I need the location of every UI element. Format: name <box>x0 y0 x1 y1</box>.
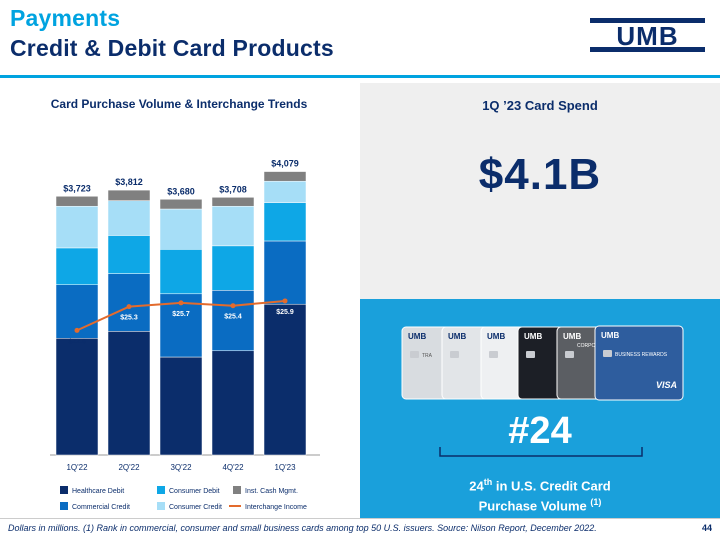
card-chip-1 <box>450 351 459 358</box>
bar-consumer-credit-2 <box>159 208 203 250</box>
total-label-3: $3,708 <box>219 184 247 194</box>
bar-inst-cash-mgmt--3 <box>211 197 255 207</box>
bar-consumer-debit-4 <box>263 202 307 242</box>
interchange-label-0: $22.8 <box>68 338 86 345</box>
legend-label-4: Consumer Credit <box>169 504 222 511</box>
card-brand-2: UMB <box>487 332 505 341</box>
category-label-2: 3Q'22 <box>170 463 192 472</box>
chart-title: Card Purchase Volume & Interchange Trend… <box>50 97 308 111</box>
interchange-label-2: $25.7 <box>172 311 190 318</box>
bar-commercial-credit-4 <box>263 240 307 305</box>
umb-logo: UMB <box>590 18 705 52</box>
legend-label-5: Interchange Income <box>245 504 307 511</box>
bar-commercial-credit-1 <box>107 273 151 332</box>
footer-divider <box>0 518 720 519</box>
legend-swatch-2 <box>233 486 241 494</box>
legend-swatch-3 <box>60 502 68 510</box>
bar-inst-cash-mgmt--4 <box>263 171 307 182</box>
category-label-1: 2Q'22 <box>118 463 140 472</box>
card-brand-3: UMB <box>524 332 542 341</box>
rank-desc-suffix: th <box>483 477 493 487</box>
interchange-label-4: $25.9 <box>276 309 294 316</box>
bar-inst-cash-mgmt--1 <box>107 189 151 201</box>
card-text-0: TRA <box>422 353 433 359</box>
category-label-3: 4Q'22 <box>222 463 244 472</box>
bar-inst-cash-mgmt--0 <box>55 196 99 207</box>
rank-description: 24th in U.S. Credit Card Purchase Volume… <box>360 474 720 515</box>
total-label-1: $3,812 <box>115 177 143 187</box>
rank-desc-footnote-ref: (1) <box>590 497 602 508</box>
bar-consumer-debit-0 <box>55 247 99 286</box>
card-chip-5 <box>603 350 612 357</box>
bar-consumer-credit-3 <box>211 205 255 247</box>
interchange-point-4 <box>282 298 288 304</box>
bar-healthcare-debit-0 <box>55 338 99 456</box>
interchange-point-1 <box>126 304 132 310</box>
interchange-label-1: $25.3 <box>120 315 138 322</box>
total-label-2: $3,680 <box>167 186 195 196</box>
category-label-4: 1Q'23 <box>274 463 296 472</box>
card-text-4: CORPORA <box>577 343 603 349</box>
interchange-label-3: $25.4 <box>224 314 242 321</box>
header-divider <box>0 75 720 78</box>
card-brand-5: UMB <box>601 331 619 340</box>
card-chip-0 <box>410 351 419 358</box>
legend-label-1: Consumer Debit <box>169 488 220 495</box>
rank-desc-num: 24 <box>469 478 484 494</box>
card-network-5: VISA <box>656 380 677 390</box>
page-title-line2: Credit & Debit Card Products <box>10 35 334 61</box>
bar-consumer-credit-0 <box>55 205 99 249</box>
card-body-5 <box>594 325 684 401</box>
legend-label-3: Commercial Credit <box>72 504 130 511</box>
bar-healthcare-debit-3 <box>211 350 255 456</box>
legend-swatch-0 <box>60 486 68 494</box>
legend-swatch-4 <box>157 502 165 510</box>
bar-healthcare-debit-1 <box>107 331 151 456</box>
legend-swatch-1 <box>157 486 165 494</box>
card-brand-0: UMB <box>408 332 426 341</box>
interchange-point-2 <box>178 300 184 306</box>
card-text-5: BUSINESS REWARDS <box>615 352 668 358</box>
page-title-line1: Payments <box>10 5 121 31</box>
card-spend-value: $4.1B <box>478 150 602 199</box>
footnote: Dollars in millions. (1) Rank in commerc… <box>8 523 597 533</box>
bar-commercial-credit-3 <box>211 290 255 352</box>
legend-label-0: Healthcare Debit <box>72 488 124 495</box>
total-label-0: $3,723 <box>63 183 91 193</box>
bar-consumer-debit-3 <box>211 245 255 291</box>
bar-consumer-debit-2 <box>159 249 203 295</box>
interchange-point-0 <box>74 327 80 333</box>
card-chip-3 <box>526 351 535 358</box>
card-spend-label: 1Q ’23 Card Spend <box>482 98 598 113</box>
card-spend-panel <box>360 83 720 299</box>
bar-consumer-debit-1 <box>107 235 151 274</box>
rank-desc-line1: in U.S. Credit Card <box>492 478 611 494</box>
bar-healthcare-debit-4 <box>263 303 307 456</box>
bar-consumer-credit-1 <box>107 200 151 236</box>
bar-inst-cash-mgmt--2 <box>159 199 203 210</box>
page-number: 44 <box>701 523 712 533</box>
card-chip-4 <box>565 351 574 358</box>
rank-value: #24 <box>508 410 572 452</box>
category-label-0: 1Q'22 <box>66 463 88 472</box>
total-label-4: $4,079 <box>271 159 299 169</box>
legend-label-2: Inst. Cash Mgmt. <box>245 488 298 495</box>
interchange-point-3 <box>230 303 236 309</box>
card-chip-2 <box>489 351 498 358</box>
svg-text:UMB: UMB <box>616 21 678 51</box>
rank-desc-line2: Purchase Volume <box>478 498 591 514</box>
bar-healthcare-debit-2 <box>159 356 203 456</box>
card-brand-4: UMB <box>563 332 581 341</box>
card-brand-1: UMB <box>448 332 466 341</box>
card-5: UMB BUSINESS REWARDS VISA <box>594 325 684 401</box>
